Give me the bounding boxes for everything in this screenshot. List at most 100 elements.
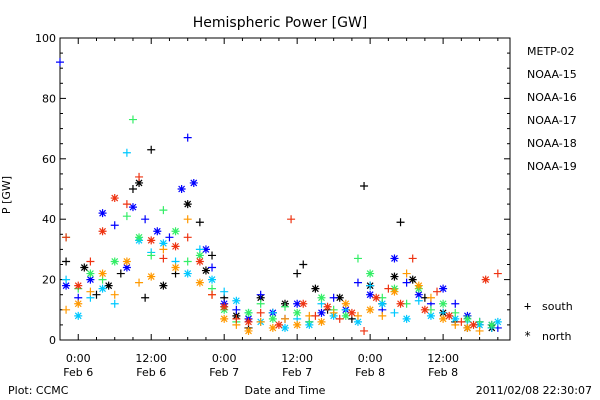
data-point-south [402,278,411,287]
data-point-south [311,311,320,320]
data-point-south [183,133,192,142]
data-point-south [366,281,375,290]
data-point-north [128,203,137,212]
data-point-north [390,272,399,281]
data-point-north [274,320,283,329]
data-point-north [317,293,326,302]
y-axis: 0 20 40 60 80 100 [35,32,510,347]
data-point-south [402,269,411,278]
data-point-north [153,227,162,236]
data-point-north [159,239,168,248]
y-tick-label: 100 [35,32,56,45]
data-point-south [360,326,369,335]
data-point-north [420,305,429,314]
data-point-north [122,263,131,272]
x-tick-time-label: 12:00 [281,352,313,365]
data-point-south [128,185,137,193]
data-point-north [299,299,308,308]
data-point-north [347,308,356,317]
data-point-south [208,263,217,272]
data-point-north [183,269,192,278]
data-point-south [159,206,168,215]
legend-series-name: NOAA-18 [527,137,577,150]
data-point-south [360,181,369,190]
data-point-north [86,269,95,278]
data-point-south [208,290,217,299]
legend-series-name: NOAA-15 [527,68,577,81]
data-point-south [62,233,71,242]
data-point-south [122,200,131,209]
data-point-north [171,242,180,251]
data-point-north [293,308,302,317]
legend-symbol-label: south [542,300,573,313]
data-point-south [159,254,168,263]
legend: METP-02 NOAA-15 NOAA-16 NOAA-17 NOAA-18 NOAA-… [524,45,577,343]
data-point-north [98,269,107,278]
data-point-north [159,281,168,290]
data-point-north [110,194,119,203]
x-tick-date-label: Feb 6 [63,366,93,379]
data-point-south [122,148,131,157]
data-point-north [135,178,144,187]
data-point-south [147,145,156,154]
data-point-north [244,308,253,317]
data-point-south [475,317,484,326]
data-point-south [256,290,265,299]
y-tick-label: 40 [42,213,56,226]
x-tick-time-label: 0:00 [212,352,237,365]
data-point-north [74,299,83,308]
data-point-south [183,257,192,266]
data-point-north [481,275,490,284]
data-point-south [329,293,338,302]
data-point-north [189,178,198,187]
data-point-south [141,215,150,224]
data-point-north [98,284,107,293]
data-point-north [208,275,217,284]
data-point-south [208,251,217,260]
data-point-north [487,320,496,329]
data-point-south [451,320,460,329]
data-point-north [366,290,375,299]
data-point-south [426,293,435,302]
y-tick-label: 20 [42,274,56,287]
data-point-south [353,254,362,263]
legend-series-name: NOAA-19 [527,160,577,173]
data-point-north [493,317,502,326]
data-point-south [62,305,71,314]
data-point-south [256,299,265,308]
data-point-south [457,317,466,326]
data-point-north [396,299,405,308]
data-point-north [195,251,204,260]
data-point-north [451,314,460,323]
data-point-south [256,317,265,326]
data-point-south [433,287,442,296]
data-point-north [463,314,472,323]
data-point-north [220,302,229,311]
data-point-north [390,254,399,263]
data-point-north [183,200,192,209]
data-point-south [116,269,125,278]
data-point-south [408,254,417,263]
data-point-south [281,302,289,311]
x-tick-time-label: 12:00 [135,352,167,365]
data-point-north [317,308,326,317]
data-point-north [323,302,332,311]
data-point-south [147,251,156,260]
data-point-north [439,299,448,308]
data-point-north [171,227,180,236]
data-point-south [396,218,405,227]
data-point-north [366,305,375,314]
data-point-north [268,323,277,332]
data-point-north [311,284,320,293]
data-point-north [402,314,411,323]
x-tick-date-label: Feb 6 [136,366,166,379]
data-point-south [293,269,302,278]
legend-symbol: * [524,329,531,343]
data-point-north [98,227,107,236]
y-tick-label: 80 [42,92,56,105]
data-point-south [329,308,338,317]
data-point-south [287,215,296,224]
data-point-north [195,257,204,266]
data-point-north [293,320,302,329]
